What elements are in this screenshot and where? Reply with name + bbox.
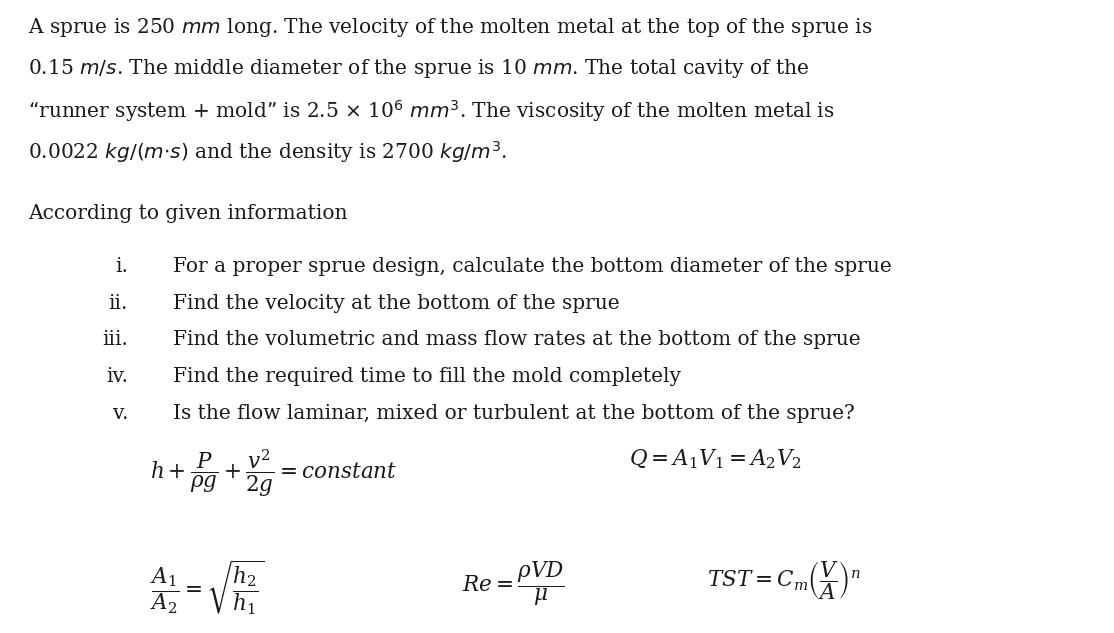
Text: $Q = A_1 V_1 = A_2 V_2$: $Q = A_1 V_1 = A_2 V_2$ xyxy=(629,448,802,472)
Text: Find the velocity at the bottom of the sprue: Find the velocity at the bottom of the s… xyxy=(173,294,619,313)
Text: iv.: iv. xyxy=(106,367,128,386)
Text: “runner system + mold” is 2.5 $\times$ 10$^6$ $\mathit{mm}^3$. The viscosity of : “runner system + mold” is 2.5 $\times$ 1… xyxy=(28,98,834,124)
Text: ii.: ii. xyxy=(109,294,128,313)
Text: i.: i. xyxy=(115,257,128,276)
Text: Is the flow laminar, mixed or turbulent at the bottom of the sprue?: Is the flow laminar, mixed or turbulent … xyxy=(173,404,854,423)
Text: $TST = C_m \left(\dfrac{V}{A}\right)^n$: $TST = C_m \left(\dfrac{V}{A}\right)^n$ xyxy=(707,559,861,601)
Text: $\dfrac{A_1}{A_2} = \sqrt{\dfrac{h_2}{h_1}}$: $\dfrac{A_1}{A_2} = \sqrt{\dfrac{h_2}{h_… xyxy=(150,559,265,617)
Text: v.: v. xyxy=(113,404,128,423)
Text: Find the volumetric and mass flow rates at the bottom of the sprue: Find the volumetric and mass flow rates … xyxy=(173,330,860,349)
Text: For a proper sprue design, calculate the bottom diameter of the sprue: For a proper sprue design, calculate the… xyxy=(173,257,891,276)
Text: 0.15 $\mathit{m/s}$. The middle diameter of the sprue is 10 $\mathit{mm}$. The t: 0.15 $\mathit{m/s}$. The middle diameter… xyxy=(28,57,809,80)
Text: 0.0022 $\mathit{kg/(m{\cdot}s)}$ and the density is 2700 $\mathit{kg/m^3}$.: 0.0022 $\mathit{kg/(m{\cdot}s)}$ and the… xyxy=(28,139,507,165)
Text: $h + \dfrac{P}{\rho g} + \dfrac{v^2}{2g} = \mathit{constant}$: $h + \dfrac{P}{\rho g} + \dfrac{v^2}{2g}… xyxy=(150,448,398,499)
Text: iii.: iii. xyxy=(102,330,128,349)
Text: A sprue is 250 $\mathit{mm}$ long. The velocity of the molten metal at the top o: A sprue is 250 $\mathit{mm}$ long. The v… xyxy=(28,16,872,39)
Text: According to given information: According to given information xyxy=(28,204,348,223)
Text: $Re = \dfrac{\rho V D}{\mu}$: $Re = \dfrac{\rho V D}{\mu}$ xyxy=(462,559,565,608)
Text: Find the required time to fill the mold completely: Find the required time to fill the mold … xyxy=(173,367,681,386)
